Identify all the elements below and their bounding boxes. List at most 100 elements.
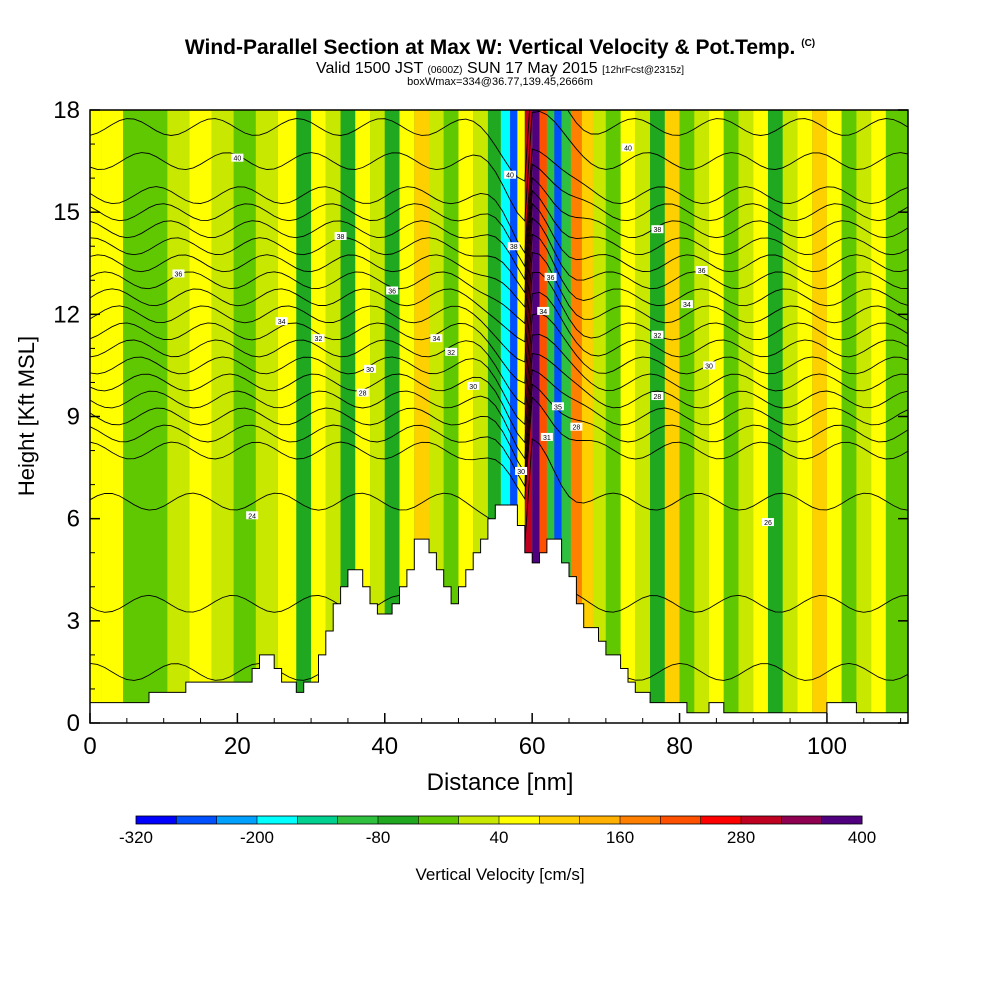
colorbar-swatch [579, 816, 621, 824]
colorbar-swatch [136, 816, 177, 824]
isentrope-line [90, 217, 908, 325]
terrain-mask [89, 504, 909, 724]
isentrope-line [90, 110, 908, 222]
y-tick-label: 9 [67, 404, 80, 431]
velocity-column [296, 110, 312, 723]
isentrope-line [90, 189, 908, 294]
velocity-column [546, 110, 555, 723]
velocity-column [384, 110, 400, 723]
isentrope-line [90, 233, 908, 343]
contour-label: 28 [356, 388, 369, 398]
svg-text:24: 24 [248, 513, 256, 520]
svg-text:28: 28 [359, 391, 367, 398]
isentrope-line [90, 202, 908, 309]
velocity-column [370, 110, 385, 723]
y-axis-label: Height [Kft MSL] [14, 336, 39, 496]
svg-text:34: 34 [539, 309, 547, 316]
isentrope-line [90, 312, 908, 426]
chart-title: Wind-Parallel Section at Max W: Vertical… [184, 36, 816, 59]
colorbar-tick-label: 160 [606, 828, 634, 847]
svg-text:30: 30 [705, 363, 713, 370]
velocity-column [812, 110, 827, 723]
colorbar-swatch [660, 816, 702, 824]
velocity-column [554, 110, 562, 723]
x-axis-label: Distance [nm] [427, 769, 574, 796]
contour-label: 36 [695, 266, 708, 275]
x-tick-label: 40 [371, 733, 398, 760]
velocity-column [767, 110, 783, 723]
x-tick-label: 100 [807, 733, 847, 760]
svg-text:35: 35 [554, 404, 562, 411]
chart-subtitle: Valid 1500 JST (0600Z) SUN 17 May 2015 [… [316, 60, 684, 77]
colorbar-swatch [176, 816, 218, 824]
svg-text:34: 34 [683, 302, 691, 309]
colorbar-label: Vertical Velocity [cm/s] [415, 865, 584, 884]
svg-text:34: 34 [278, 319, 286, 326]
contour-label: 34 [275, 317, 288, 326]
colorbar-tick-label: 400 [848, 828, 876, 847]
velocity-column [539, 110, 547, 723]
velocity-column [797, 110, 813, 723]
velocity-column [570, 110, 582, 723]
colorbar-swatch [216, 816, 258, 824]
x-tick-label: 80 [666, 733, 693, 760]
contour-label: 30 [364, 364, 377, 374]
y-tick-label: 18 [53, 97, 80, 124]
velocity-column [723, 110, 739, 723]
svg-text:38: 38 [654, 227, 662, 234]
velocity-column [650, 110, 665, 723]
colorbar: -320 -200 -80 40 160 280 400 [119, 815, 876, 847]
svg-text:40: 40 [624, 145, 632, 152]
isentrope-line [90, 163, 908, 268]
colorbar-swatch [297, 816, 339, 824]
colorbar-swatch [620, 816, 661, 824]
colorbar-swatch [257, 816, 298, 824]
svg-text:36: 36 [698, 268, 706, 275]
svg-text:31: 31 [543, 435, 551, 442]
vertical-velocity-field [90, 110, 908, 723]
colorbar-swatch [499, 816, 540, 824]
velocity-column [694, 110, 710, 723]
svg-text:36: 36 [175, 271, 183, 278]
contour-label: 40 [504, 170, 517, 180]
svg-text:30: 30 [366, 367, 374, 374]
velocity-column [709, 110, 724, 723]
svg-text:38: 38 [510, 244, 518, 251]
svg-text:36: 36 [547, 275, 555, 282]
svg-text:26: 26 [764, 520, 772, 527]
velocity-column [517, 110, 525, 723]
velocity-column [885, 110, 899, 723]
contour-label: 35 [551, 402, 564, 411]
colorbar-tick-label: -80 [366, 828, 391, 847]
contour-label: 34 [680, 300, 693, 309]
colorbar-tick-label: 40 [490, 828, 509, 847]
contour-label: 32 [312, 334, 325, 343]
contour-label: 32 [445, 347, 458, 357]
colorbar-swatch [700, 816, 742, 824]
isentrope-line [90, 383, 908, 488]
svg-text:40: 40 [506, 173, 514, 180]
svg-text:28: 28 [572, 425, 580, 432]
velocity-column [145, 110, 168, 723]
box-info: boxWmax=334@36.77,139.45,2666m [407, 76, 593, 88]
y-tick-label: 6 [67, 506, 80, 533]
contour-label: 40 [621, 143, 634, 152]
contour-label: 34 [430, 334, 443, 343]
svg-text:40: 40 [233, 156, 241, 163]
velocity-column [664, 110, 680, 723]
colorbar-tick-label: -320 [119, 828, 153, 847]
velocity-column [581, 110, 593, 723]
colorbar-swatch [458, 816, 500, 824]
contour-label: 36 [544, 272, 557, 282]
isentrope-line [90, 396, 908, 501]
velocity-column [311, 110, 326, 723]
velocity-column [605, 110, 621, 723]
contour-label: 26 [761, 518, 774, 527]
isentrope-line [90, 110, 908, 182]
velocity-column [753, 110, 768, 723]
velocity-column [532, 110, 540, 723]
y-tick-label: 15 [53, 199, 80, 226]
title-suffix: (C) [801, 38, 816, 49]
isentrope-contours [90, 110, 908, 684]
contour-label: 30 [467, 381, 480, 391]
